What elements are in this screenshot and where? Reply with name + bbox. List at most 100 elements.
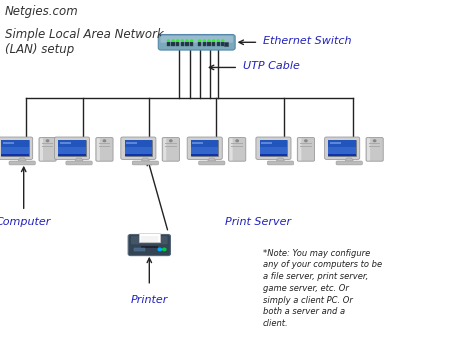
Bar (328, 141, 356, 147)
Bar (190, 42, 193, 46)
Bar (165, 146, 176, 147)
Circle shape (167, 40, 169, 41)
FancyBboxPatch shape (367, 138, 370, 160)
Bar (185, 42, 189, 46)
Bar (58, 154, 86, 157)
Text: Printer: Printer (131, 295, 168, 305)
Bar (300, 143, 311, 144)
Circle shape (163, 248, 166, 251)
FancyBboxPatch shape (162, 138, 179, 161)
Bar (198, 42, 201, 46)
Polygon shape (207, 158, 217, 162)
FancyBboxPatch shape (229, 138, 233, 160)
FancyBboxPatch shape (97, 138, 100, 160)
FancyBboxPatch shape (121, 137, 156, 159)
Bar (60, 142, 71, 144)
Circle shape (191, 40, 192, 41)
Polygon shape (74, 158, 84, 162)
FancyBboxPatch shape (128, 234, 171, 256)
Polygon shape (18, 158, 27, 162)
Bar (1, 141, 29, 147)
Bar (192, 142, 203, 144)
Bar (208, 42, 210, 46)
Bar (181, 42, 184, 46)
Circle shape (199, 40, 201, 41)
Bar (125, 154, 152, 157)
FancyBboxPatch shape (260, 140, 287, 157)
FancyBboxPatch shape (55, 137, 90, 159)
FancyBboxPatch shape (39, 138, 56, 161)
FancyBboxPatch shape (228, 138, 246, 161)
Bar (191, 154, 219, 157)
FancyBboxPatch shape (298, 138, 301, 160)
FancyBboxPatch shape (1, 140, 29, 157)
Text: Ethernet Switch: Ethernet Switch (263, 36, 352, 45)
Circle shape (213, 40, 214, 41)
FancyBboxPatch shape (0, 137, 33, 159)
Bar (42, 143, 53, 144)
Circle shape (177, 40, 179, 41)
Bar (231, 146, 243, 147)
FancyBboxPatch shape (158, 34, 235, 50)
Bar (212, 42, 215, 46)
Bar (261, 142, 272, 144)
FancyBboxPatch shape (96, 138, 113, 161)
Bar (328, 154, 356, 157)
FancyBboxPatch shape (366, 138, 383, 161)
FancyBboxPatch shape (328, 140, 356, 157)
Bar (224, 42, 228, 46)
Bar (300, 146, 311, 147)
Bar (139, 233, 160, 242)
FancyBboxPatch shape (40, 138, 43, 160)
Bar (167, 42, 170, 46)
Text: Print Server: Print Server (225, 217, 292, 226)
FancyBboxPatch shape (199, 161, 225, 165)
Bar (125, 141, 152, 147)
Bar (369, 146, 380, 147)
FancyBboxPatch shape (187, 137, 222, 159)
Bar (134, 248, 145, 251)
Text: *Note: You may configure
any of your computers to be
a file server, print server: *Note: You may configure any of your com… (263, 248, 382, 328)
FancyBboxPatch shape (325, 137, 360, 159)
Bar (260, 147, 287, 157)
Bar (58, 147, 86, 157)
FancyBboxPatch shape (267, 161, 293, 165)
Text: Simple Local Area Network
(LAN) setup: Simple Local Area Network (LAN) setup (5, 28, 164, 56)
FancyBboxPatch shape (336, 161, 362, 165)
Bar (203, 42, 206, 46)
Bar (99, 143, 110, 144)
Bar (99, 146, 110, 147)
FancyBboxPatch shape (66, 161, 92, 165)
Bar (221, 42, 225, 46)
FancyBboxPatch shape (58, 140, 86, 157)
Circle shape (305, 140, 307, 142)
Bar (260, 154, 287, 157)
Circle shape (186, 40, 188, 41)
FancyBboxPatch shape (125, 140, 152, 157)
Bar (260, 141, 287, 147)
Circle shape (236, 140, 238, 142)
Bar (176, 42, 179, 46)
Bar (125, 147, 152, 157)
Circle shape (170, 140, 172, 142)
Circle shape (374, 140, 376, 142)
Text: UTP Cable: UTP Cable (243, 61, 300, 71)
Bar (191, 147, 219, 157)
FancyBboxPatch shape (256, 137, 291, 159)
Circle shape (208, 40, 210, 41)
FancyBboxPatch shape (191, 140, 219, 157)
Bar (172, 42, 174, 46)
FancyBboxPatch shape (131, 236, 168, 244)
Bar (1, 154, 29, 157)
Text: Computer: Computer (0, 217, 51, 226)
Circle shape (158, 248, 162, 251)
Polygon shape (345, 158, 354, 162)
FancyBboxPatch shape (132, 161, 158, 165)
Bar (141, 246, 157, 248)
Bar (328, 147, 356, 157)
Bar (330, 142, 341, 144)
Polygon shape (276, 158, 285, 162)
Circle shape (46, 140, 49, 142)
FancyBboxPatch shape (160, 36, 233, 43)
Polygon shape (141, 158, 150, 162)
